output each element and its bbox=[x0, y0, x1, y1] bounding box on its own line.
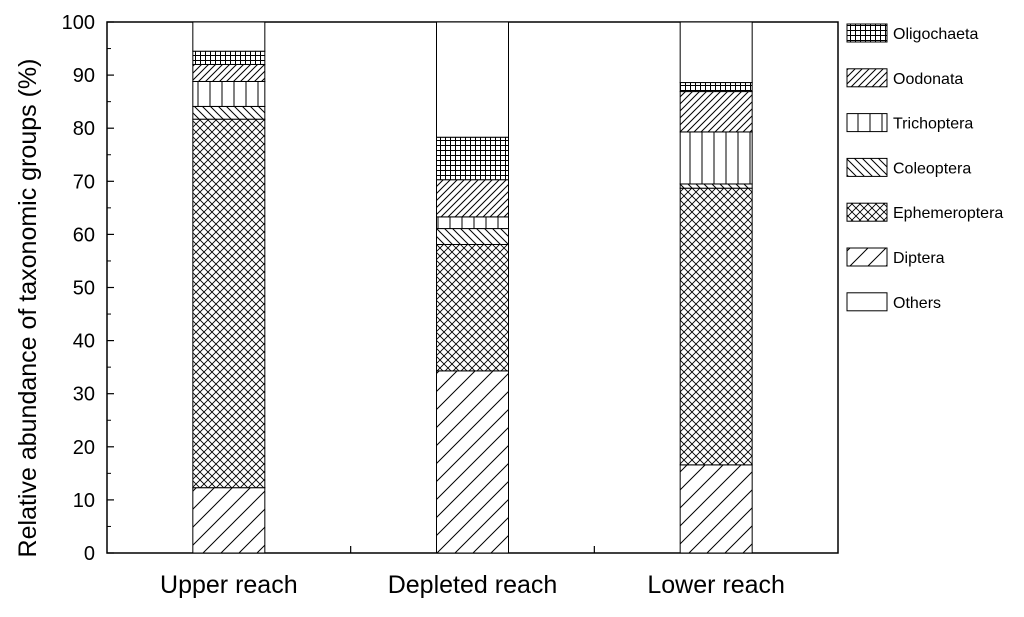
legend-swatch-others bbox=[846, 292, 888, 312]
y-tick-label-40: 40 bbox=[73, 331, 95, 353]
bar-segment-oodonata-upper-reach bbox=[192, 63, 266, 82]
bar-segment-coleoptera-lower-reach bbox=[679, 183, 753, 189]
bar-segment-others-upper-reach bbox=[192, 21, 266, 52]
y-tick-label-20: 20 bbox=[73, 437, 95, 459]
y-tick-label-0: 0 bbox=[84, 543, 95, 565]
legend-label-diptera: Diptera bbox=[893, 250, 945, 267]
axes-layer: Upper reach Depleted reach Lower reach 0 10 2… bbox=[62, 12, 785, 599]
legend-swatch-diptera bbox=[846, 247, 888, 267]
bar-segment-diptera-lower-reach bbox=[679, 464, 753, 554]
bar-segment-ephemeroptera-lower-reach bbox=[679, 187, 753, 466]
legend-swatch-oligochaeta bbox=[846, 23, 888, 43]
legend-label-ephemeroptera: Ephemeroptera bbox=[893, 205, 1003, 222]
bar-segment-oligochaeta-depleted-reach bbox=[436, 136, 509, 181]
x-tick-label-lower-reach: Lower reach bbox=[647, 571, 785, 599]
y-tick-label-60: 60 bbox=[73, 224, 95, 246]
y-tick-label-90: 90 bbox=[73, 65, 95, 87]
bar-segment-oodonata-depleted-reach bbox=[436, 179, 509, 218]
bar-segment-ephemeroptera-upper-reach bbox=[192, 118, 266, 489]
bar-segment-ephemeroptera-depleted-reach bbox=[436, 243, 509, 372]
bar-segment-coleoptera-depleted-reach bbox=[436, 228, 509, 245]
legend-label-others: Others bbox=[893, 295, 941, 312]
y-tick-label-10: 10 bbox=[73, 490, 95, 512]
bar-segment-trichoptera-upper-reach bbox=[192, 80, 266, 107]
y-axis-label: Relative abundance of taxonomic groups (… bbox=[14, 59, 42, 558]
x-tick-label-upper-reach: Upper reach bbox=[160, 571, 298, 599]
x-tick-label-depleted-reach: Depleted reach bbox=[388, 571, 558, 599]
legend-label-trichoptera: Trichoptera bbox=[893, 116, 973, 133]
bar-segment-others-lower-reach bbox=[679, 21, 753, 84]
legend-swatch-ephemeroptera bbox=[846, 202, 888, 222]
legend-swatch-coleoptera bbox=[846, 157, 888, 177]
y-tick-label-100: 100 bbox=[62, 12, 95, 34]
legend-label-oligochaeta: Oligochaeta bbox=[893, 26, 978, 43]
bars-layer bbox=[192, 21, 753, 554]
bar-segment-diptera-depleted-reach bbox=[436, 370, 509, 554]
legend-label-oodonata: Oodonata bbox=[893, 71, 963, 88]
y-tick-label-80: 80 bbox=[73, 118, 95, 140]
y-tick-label-70: 70 bbox=[73, 171, 95, 193]
legend-swatch-oodonata bbox=[846, 68, 888, 88]
y-tick-label-50: 50 bbox=[73, 278, 95, 300]
legend-swatch-trichoptera bbox=[846, 113, 888, 133]
bar-segment-oodonata-lower-reach bbox=[679, 91, 753, 133]
bar-segment-trichoptera-depleted-reach bbox=[436, 216, 509, 230]
bar-segment-others-depleted-reach bbox=[436, 21, 509, 138]
legend: Oligochaeta Oodonata Trichoptera Coleoptera… bbox=[846, 23, 1003, 312]
bar-segment-oligochaeta-lower-reach bbox=[679, 82, 753, 93]
bar-segment-diptera-upper-reach bbox=[192, 487, 266, 554]
bar-segment-coleoptera-upper-reach bbox=[192, 105, 266, 120]
y-tick-label-30: 30 bbox=[73, 384, 95, 406]
bar-segment-trichoptera-lower-reach bbox=[679, 131, 753, 185]
bar-segment-oligochaeta-upper-reach bbox=[192, 50, 266, 65]
legend-label-coleoptera: Coleoptera bbox=[893, 160, 971, 177]
